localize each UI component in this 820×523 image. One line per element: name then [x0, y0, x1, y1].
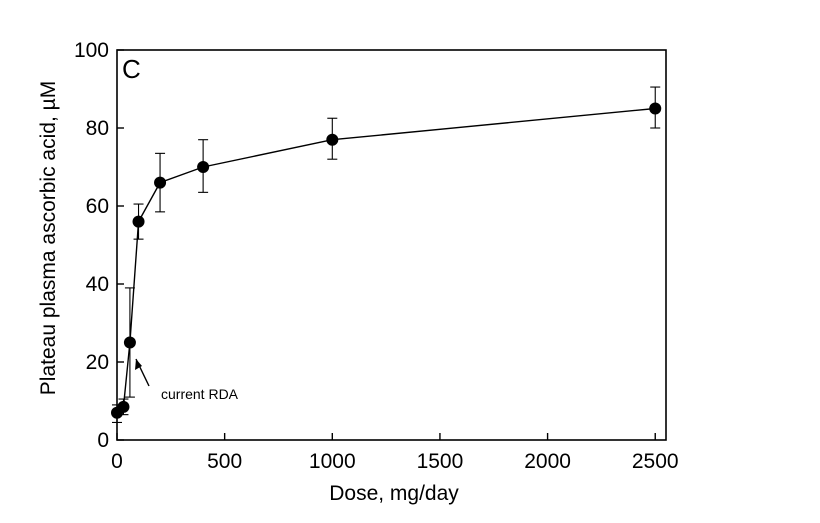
annotation: current RDA [135, 358, 239, 402]
data-point [132, 215, 145, 228]
series-line [116, 107, 656, 414]
data-point [326, 133, 339, 146]
x-tick-label: 1500 [417, 450, 464, 473]
y-axis: 0 20 40 60 80 100 [74, 39, 124, 452]
x-axis-title: Dose, mg/day [329, 482, 459, 505]
data-series [111, 86, 662, 424]
data-point [154, 176, 167, 189]
y-tick-label: 40 [86, 273, 109, 296]
panel-label: C [122, 54, 141, 84]
y-tick-label: 0 [97, 429, 109, 452]
annotation-arrowhead [135, 359, 142, 370]
annotation-text: current RDA [161, 386, 239, 402]
x-tick-label: 2500 [632, 450, 679, 473]
y-tick-label: 100 [74, 39, 109, 62]
data-point [649, 102, 662, 115]
data-point [123, 336, 136, 349]
x-tick-label: 0 [111, 450, 123, 473]
y-tick-label: 20 [86, 351, 109, 374]
x-tick-label: 500 [207, 450, 242, 473]
x-axis: 0 500 1000 1500 2000 2500 [111, 433, 679, 473]
data-point [117, 400, 130, 413]
y-axis-title: Plateau plasma ascorbic acid, µM [37, 81, 60, 395]
data-point [197, 161, 210, 173]
plot-border [116, 49, 667, 441]
x-tick-label: 2000 [524, 450, 571, 473]
y-tick-label: 80 [86, 117, 109, 140]
plot-area [116, 49, 667, 441]
x-tick-label: 1000 [309, 450, 356, 473]
y-tick-label: 60 [86, 195, 109, 218]
